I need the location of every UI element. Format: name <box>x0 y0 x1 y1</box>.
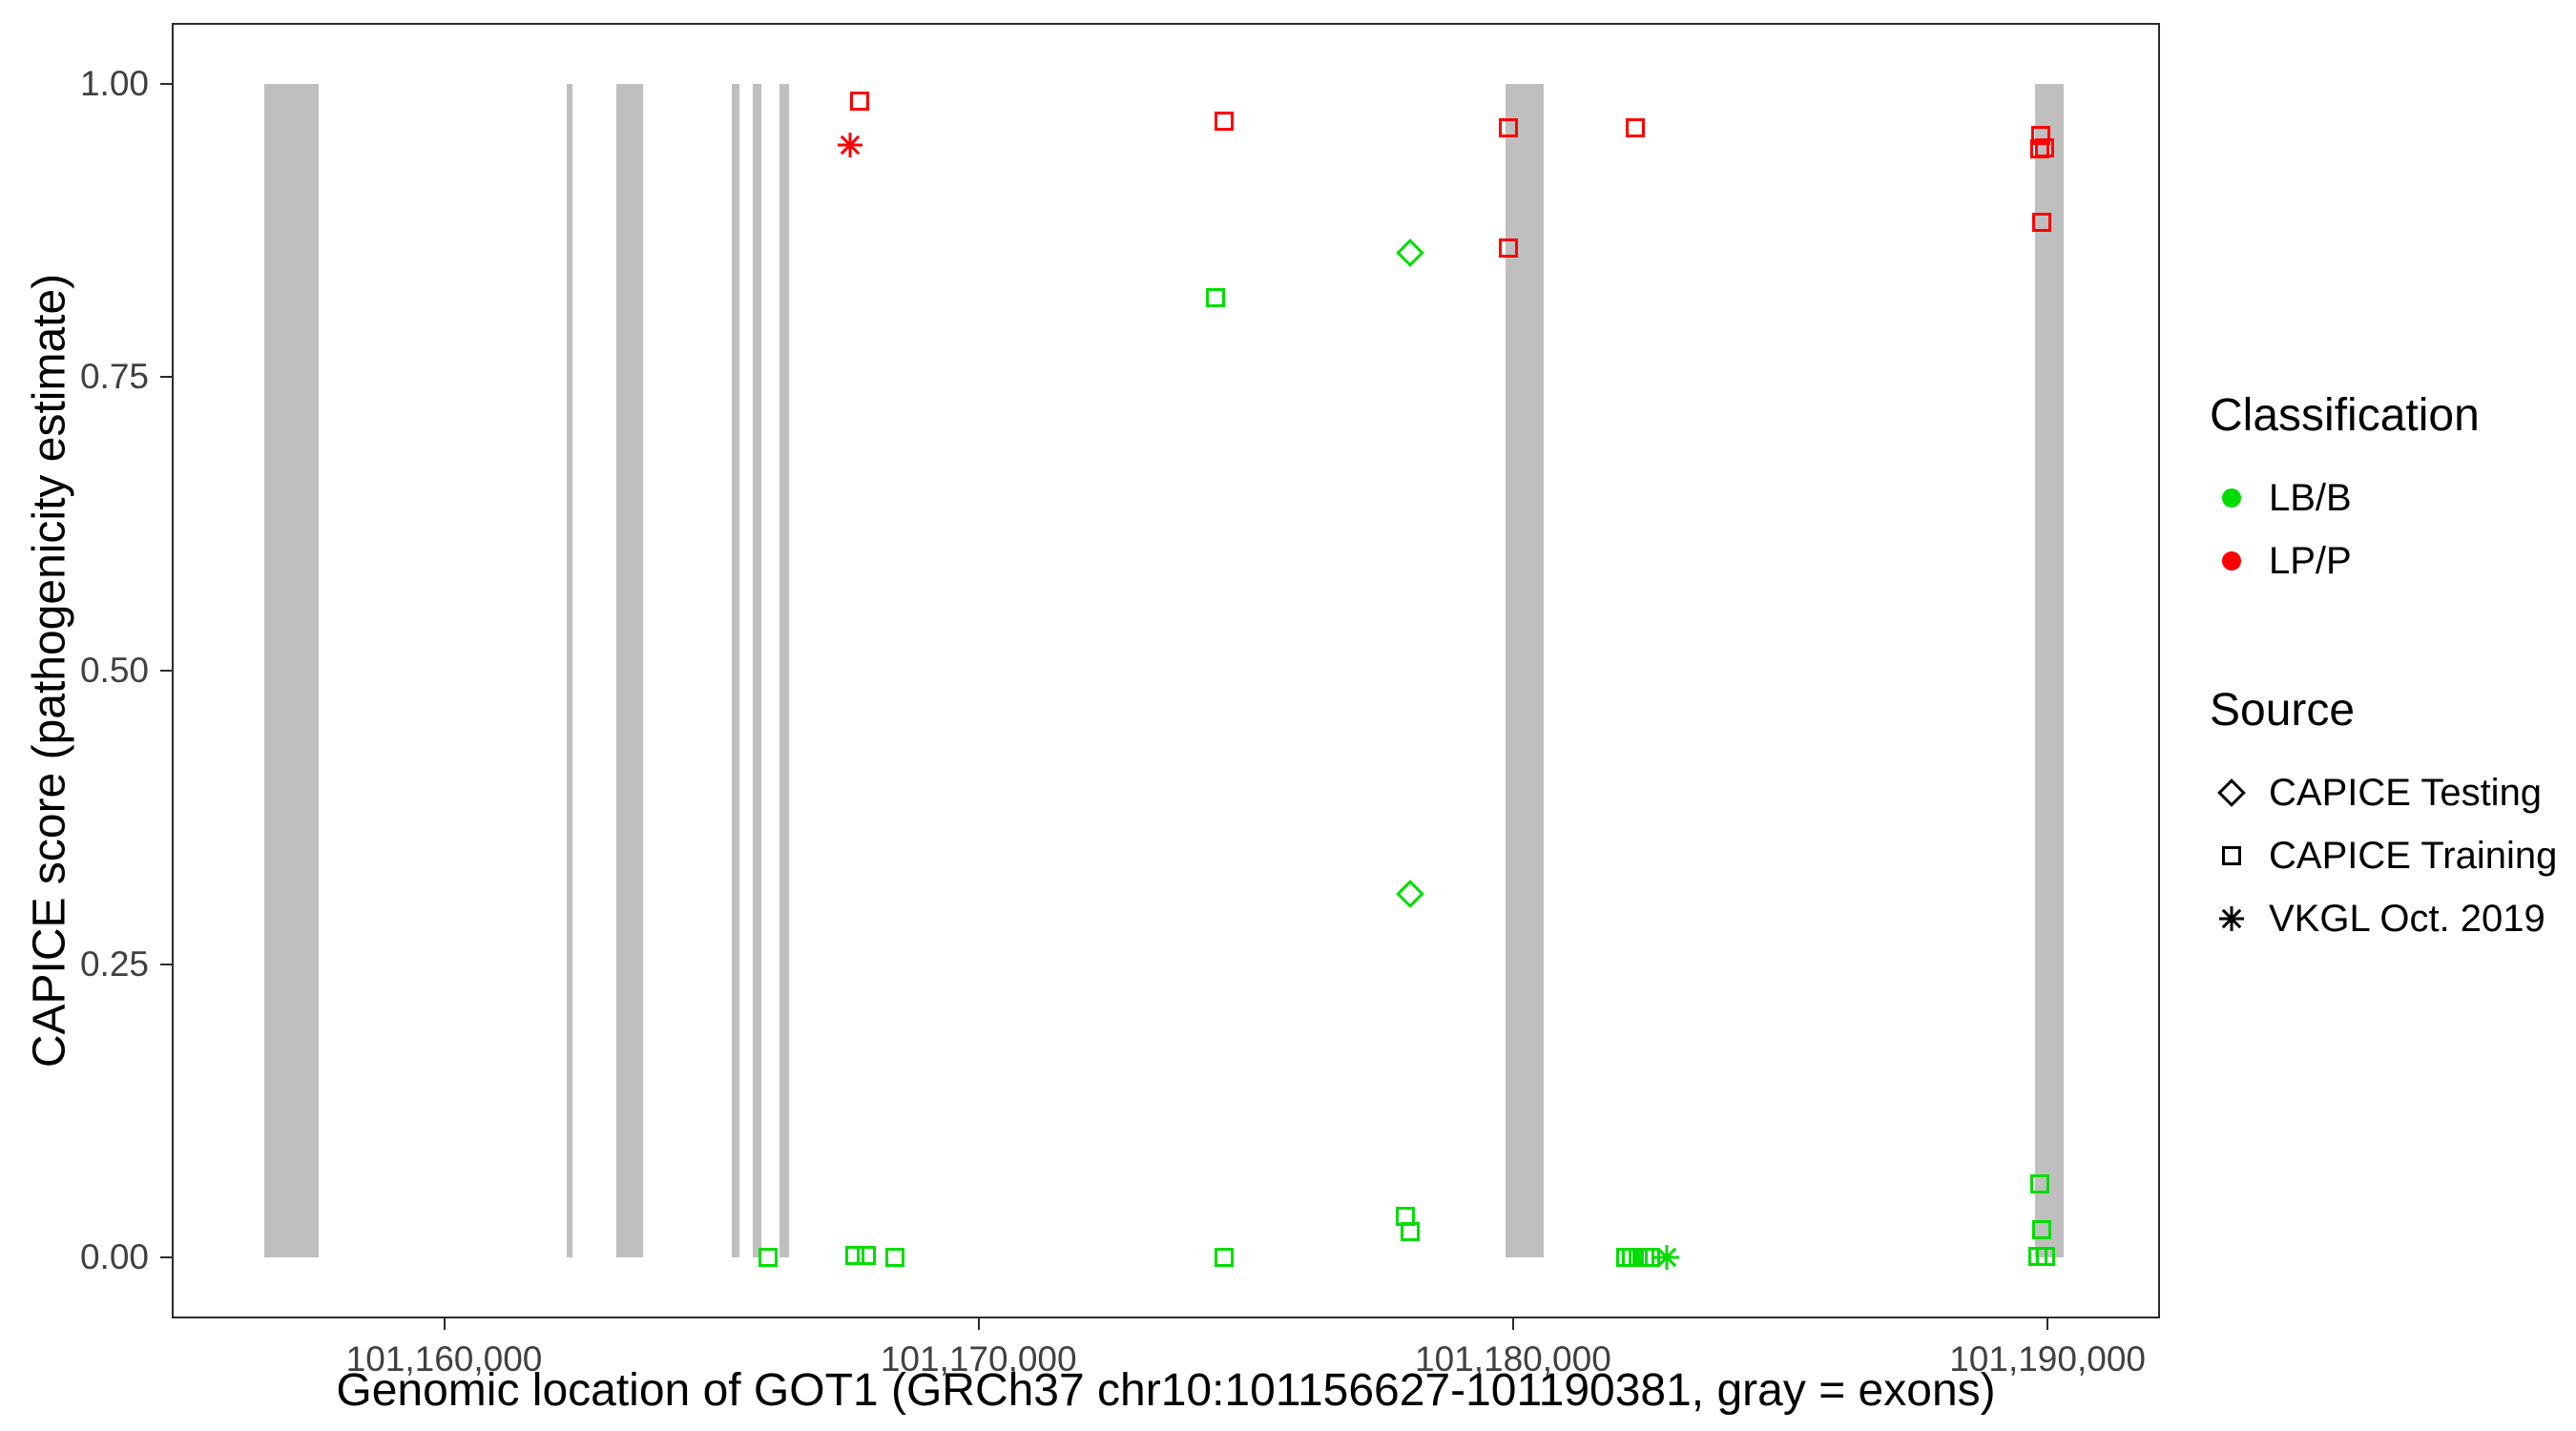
exon-bar <box>753 83 761 1258</box>
x-axis-tick <box>443 1317 446 1330</box>
exon-bar <box>566 83 572 1258</box>
exon-bar <box>1506 83 1544 1258</box>
y-axis-tick <box>160 670 174 672</box>
data-point-square-lbb <box>2027 1172 2052 1196</box>
legend-item-label: LP/P <box>2269 539 2352 582</box>
data-point-diamond-lbb <box>1393 877 1427 911</box>
legend-item-label: VKGL Oct. 2019 <box>2269 897 2545 940</box>
legend-item-capice-training: CAPICE Training <box>2210 824 2557 887</box>
y-axis-tick <box>160 376 174 379</box>
legend-item-capice-testing: CAPICE Testing <box>2210 761 2557 824</box>
data-point-square-lpp <box>2029 210 2054 235</box>
y-axis-tick <box>160 1256 174 1259</box>
exon-bar <box>2034 83 2064 1258</box>
legend-item-lbb: LB/B <box>2210 467 2557 529</box>
x-axis-tick-label: 101,190,000 <box>1949 1339 2146 1379</box>
data-point-square-lpp <box>1496 115 1521 140</box>
legend-title-classification: Classification <box>2210 390 2480 441</box>
lbb-color-dot-icon <box>2210 476 2254 520</box>
exon-bar <box>616 83 643 1258</box>
y-axis-tick-label: 0.50 <box>79 651 149 690</box>
x-axis-tick <box>2046 1317 2049 1330</box>
data-point-square-lpp <box>1623 115 1648 140</box>
data-point-diamond-lbb <box>1393 236 1427 270</box>
x-axis-title: Genomic location of GOT1 (GRCh37 chr10:1… <box>336 1365 1996 1416</box>
data-point-square-lbb <box>1398 1219 1423 1244</box>
y-axis-tick-label: 0.00 <box>79 1237 149 1277</box>
data-point-square-lpp <box>1496 236 1521 260</box>
data-point-square-lpp <box>2027 136 2052 161</box>
exon-bar <box>263 83 319 1258</box>
data-point-square-lbb <box>1203 285 1228 310</box>
plot-panel: 101,160,000 101,170,000 101,180,000 101,190… <box>80 23 2160 1379</box>
data-point-asterisk-lbb <box>1652 1243 1681 1272</box>
x-axis-tick-label: 101,170,000 <box>880 1339 1077 1379</box>
x-axis-tick <box>977 1317 980 1330</box>
legend-item-lpp: LP/P <box>2210 529 2557 592</box>
data-point-square-lbb <box>842 1243 867 1268</box>
data-point-square-lbb <box>854 1243 879 1268</box>
legend-item-label: LB/B <box>2269 476 2352 519</box>
legend-item-label: CAPICE Training <box>2269 834 2558 877</box>
data-point-asterisk-lpp <box>836 131 864 159</box>
y-axis-tick <box>160 963 174 965</box>
lpp-color-dot-icon <box>2210 539 2254 583</box>
y-axis-tick-label: 1.00 <box>79 63 149 103</box>
diamond-shape-icon <box>2210 771 2254 815</box>
data-point-square-lbb <box>756 1245 780 1270</box>
x-axis-tick <box>1511 1317 1514 1330</box>
data-point-square-lbb <box>1212 1245 1236 1270</box>
x-axis-tick-label: 101,180,000 <box>1415 1339 1611 1379</box>
legend-item-label: CAPICE Testing <box>2269 771 2543 814</box>
y-axis-tick-label: 0.75 <box>79 357 149 397</box>
legend-block-classification: Classification LB/B LP/P <box>2210 389 2557 592</box>
exon-bar <box>731 83 740 1258</box>
legend-block-source: Source CAPICE Testing CAPICE Training VK… <box>2210 684 2557 950</box>
y-axis-title: CAPICE score (pathogenicity estimate) <box>24 273 75 1068</box>
square-shape-icon <box>2210 834 2254 878</box>
data-point-square-lbb <box>2033 1244 2058 1269</box>
x-axis-tick-label: 101,160,000 <box>345 1339 543 1379</box>
y-axis-tick <box>160 82 174 85</box>
y-axis-tick-label: 0.25 <box>79 944 149 984</box>
legend-title-source: Source <box>2210 685 2356 736</box>
data-point-square-lpp <box>847 89 872 114</box>
data-point-square-lbb <box>2029 1217 2054 1242</box>
data-point-square-lbb <box>883 1245 907 1270</box>
asterisk-shape-icon <box>2210 897 2254 941</box>
exon-bar <box>779 83 790 1258</box>
legend: Classification LB/B LP/P Source CAPICE T… <box>2210 389 2557 950</box>
data-point-square-lpp <box>1212 109 1236 134</box>
data-point-square-lpp <box>2028 123 2053 148</box>
legend-item-vkgl: VKGL Oct. 2019 <box>2210 887 2557 950</box>
